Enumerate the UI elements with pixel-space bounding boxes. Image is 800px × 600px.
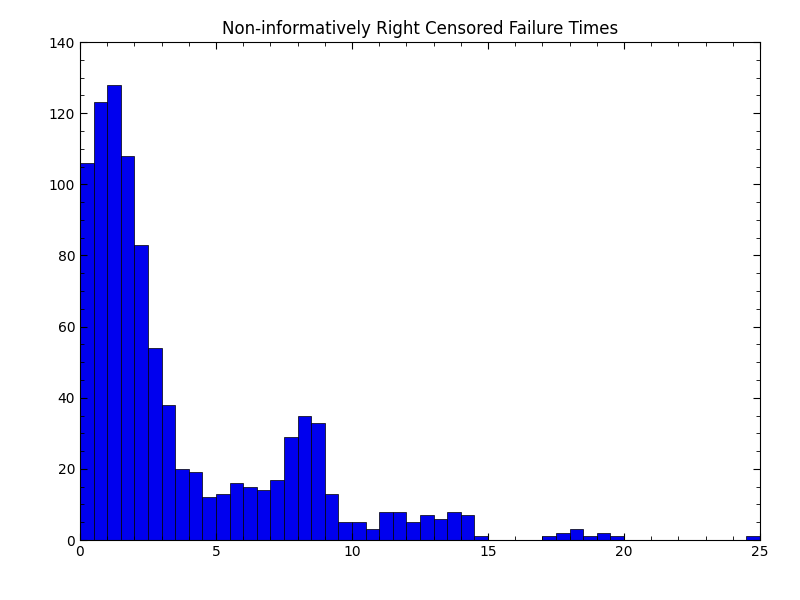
Bar — [461, 515, 474, 540]
Bar — [162, 405, 175, 540]
Bar — [257, 490, 270, 540]
Bar — [148, 348, 162, 540]
Bar — [298, 415, 311, 540]
Bar — [610, 536, 624, 540]
Bar — [570, 529, 583, 540]
Bar — [597, 533, 610, 540]
Bar — [270, 479, 284, 540]
Bar — [311, 422, 325, 540]
Title: Non-informatively Right Censored Failure Times: Non-informatively Right Censored Failure… — [222, 20, 618, 38]
Bar — [447, 512, 461, 540]
Bar — [352, 522, 366, 540]
Bar — [542, 536, 556, 540]
Bar — [175, 469, 189, 540]
Bar — [338, 522, 352, 540]
Bar — [243, 487, 257, 540]
Bar — [134, 245, 148, 540]
Bar — [107, 85, 121, 540]
Bar — [379, 512, 393, 540]
Bar — [366, 529, 379, 540]
Bar — [121, 156, 134, 540]
Bar — [474, 536, 488, 540]
Bar — [189, 472, 202, 540]
Bar — [230, 483, 243, 540]
Bar — [202, 497, 216, 540]
Bar — [434, 518, 447, 540]
Bar — [284, 437, 298, 540]
Bar — [583, 536, 597, 540]
Bar — [216, 494, 230, 540]
Bar — [325, 494, 338, 540]
Bar — [406, 522, 420, 540]
Bar — [393, 512, 406, 540]
Bar — [80, 163, 94, 540]
Bar — [94, 103, 107, 540]
Bar — [556, 533, 570, 540]
Bar — [420, 515, 434, 540]
Bar — [746, 536, 760, 540]
